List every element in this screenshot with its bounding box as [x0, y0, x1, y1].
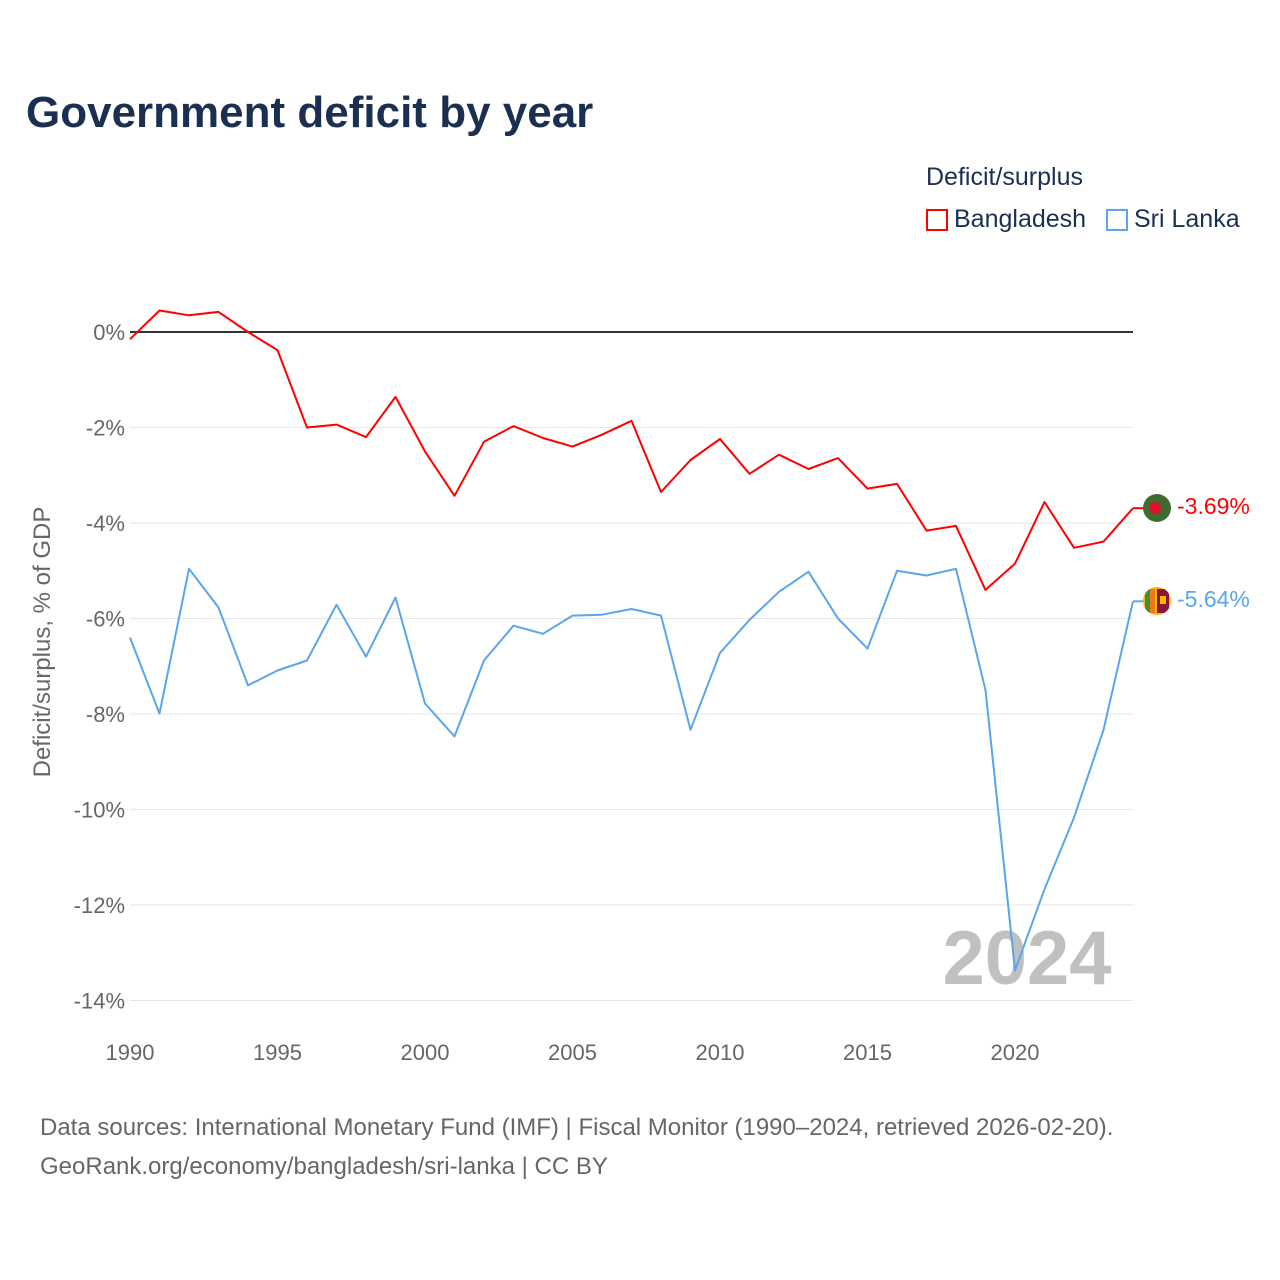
- y-tick-label: -8%: [86, 702, 125, 727]
- x-tick-label: 2010: [696, 1040, 745, 1065]
- end-label-bangladesh: -3.69%: [1177, 493, 1250, 519]
- x-tick-label: 2005: [548, 1040, 597, 1065]
- series-line-bangladesh: [129, 309, 1134, 591]
- chart-title: Government deficit by year: [26, 88, 594, 137]
- legend-item-sri-lanka[interactable]: Sri Lanka: [1106, 205, 1240, 234]
- year-watermark: 2024: [942, 916, 1111, 1001]
- x-tick-label: 2020: [991, 1040, 1040, 1065]
- y-tick-label: -10%: [74, 798, 125, 823]
- x-tick-label: 2015: [843, 1040, 892, 1065]
- footer-sources: Data sources: International Monetary Fun…: [40, 1114, 1114, 1141]
- legend-swatch-sri-lanka: [1106, 208, 1128, 231]
- bangladesh-flag-icon: [1143, 494, 1171, 522]
- legend-label: Sri Lanka: [1134, 205, 1240, 233]
- footer: Data sources: International Monetary Fun…: [40, 1108, 1113, 1186]
- y-axis-label: Deficit/surplus, % of GDP: [29, 507, 56, 778]
- x-tick-label: 2000: [401, 1040, 450, 1065]
- end-label-sri-lanka: -5.64%: [1177, 586, 1250, 612]
- legend-label: Bangladesh: [954, 205, 1087, 233]
- y-tick-label: -4%: [86, 511, 125, 536]
- legend-title: Deficit/surplus: [926, 163, 1083, 191]
- y-tick-label: -6%: [86, 607, 125, 632]
- series-line-sri-lanka: [129, 567, 1134, 972]
- y-tick-label: 0%: [93, 320, 125, 345]
- x-tick-label: 1990: [106, 1040, 155, 1065]
- x-tick-label: 1995: [253, 1040, 302, 1065]
- y-tick-label: -14%: [74, 989, 125, 1014]
- y-tick-label: -2%: [86, 416, 125, 441]
- sri-lanka-flag-icon: [1143, 587, 1171, 615]
- legend-swatch-bangladesh: [926, 208, 948, 231]
- legend-item-bangladesh[interactable]: Bangladesh: [926, 205, 1086, 234]
- footer-link[interactable]: GeoRank.org/economy/bangladesh/sri-lanka…: [40, 1153, 608, 1180]
- y-tick-label: -12%: [74, 893, 125, 918]
